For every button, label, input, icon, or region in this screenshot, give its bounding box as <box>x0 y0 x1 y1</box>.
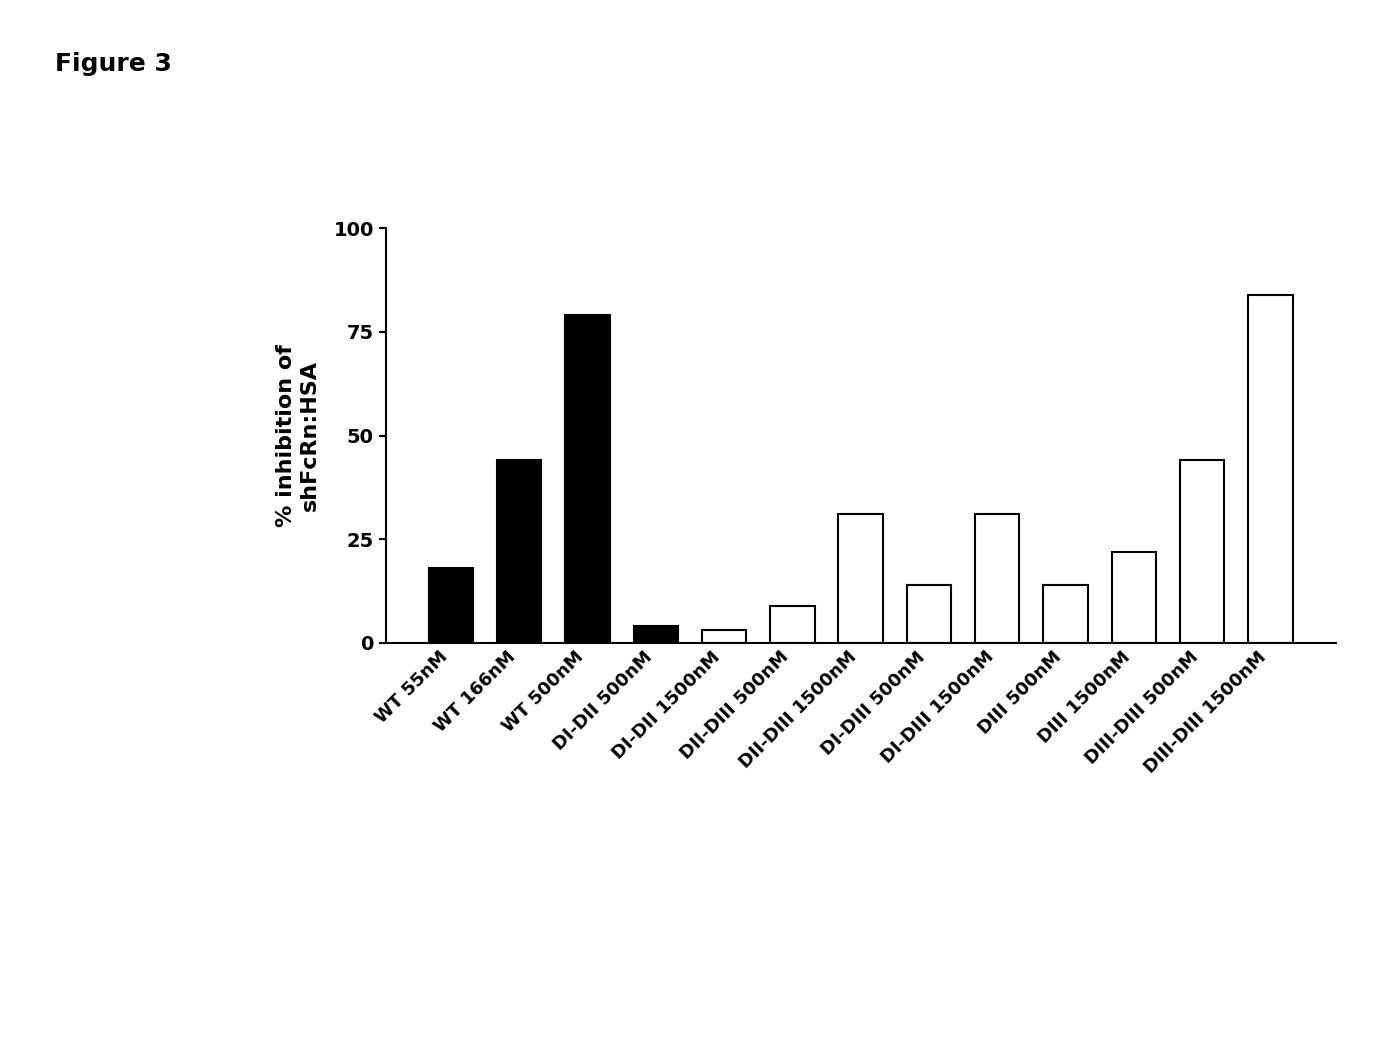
Bar <box>1044 585 1088 643</box>
Bar <box>702 630 746 643</box>
Text: Figure 3: Figure 3 <box>55 52 172 76</box>
Bar <box>566 315 610 643</box>
Bar <box>497 460 541 643</box>
Bar <box>770 606 815 643</box>
Y-axis label: % inhibition of
shFcRn:HSA: % inhibition of shFcRn:HSA <box>277 344 319 527</box>
Bar <box>1180 460 1224 643</box>
Bar <box>428 568 474 643</box>
Bar <box>1111 552 1155 643</box>
Bar <box>1248 295 1293 643</box>
Bar <box>839 514 883 643</box>
Bar <box>633 626 677 643</box>
Bar <box>906 585 952 643</box>
Bar <box>975 514 1019 643</box>
